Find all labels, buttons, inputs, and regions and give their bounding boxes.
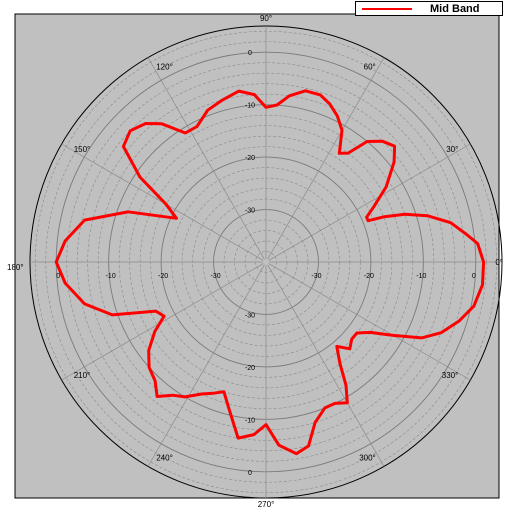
series-line-mid-band [54, 89, 486, 456]
angle-tick-label: 30° [446, 145, 458, 154]
radial-tick-label-bottom: -10 [245, 417, 255, 424]
grid-spoke [267, 264, 385, 467]
grid-spoke [268, 143, 471, 261]
radial-tick-label-right: 0 [472, 273, 476, 280]
radial-tick-label-right: -10 [416, 273, 426, 280]
grid-spoke [268, 263, 471, 381]
legend-swatch-mid-band [362, 7, 412, 10]
radial-tick-label-top: -30 [245, 208, 255, 215]
radial-tick-label-left: 0 [56, 273, 60, 280]
angle-tick-label: 0° [495, 258, 503, 267]
legend-label-mid-band: Mid Band [430, 2, 480, 15]
angle-tick-label: 300° [359, 453, 376, 462]
radial-tick-label-right: -30 [311, 273, 321, 280]
radial-tick-label-left: -30 [210, 273, 220, 280]
grid-spoke [147, 57, 265, 260]
radial-tick-label-bottom: -20 [245, 365, 255, 372]
grid-spoke [267, 57, 385, 260]
radial-tick-label-right: -20 [364, 273, 374, 280]
radial-tick-label-bottom: 0 [248, 470, 252, 477]
radial-tick-label-top: -20 [245, 155, 255, 162]
radial-tick-label-top: -10 [245, 103, 255, 110]
radial-tick-label-bottom: -30 [245, 312, 255, 319]
tick-labels: 0° 30° 60° 90° 120° 150° 180° 210° 240° 270° 300° 3… [7, 14, 503, 508]
radial-tick-label-top: 0 [248, 50, 252, 57]
series-layer [54, 89, 486, 456]
legend: Mid Band [355, 1, 503, 16]
angle-tick-label: 270° [258, 500, 275, 508]
radial-tick-label-left: -20 [158, 273, 168, 280]
radial-tick-label-left: -10 [106, 273, 116, 280]
angle-tick-label: 180° [7, 263, 24, 272]
polar-grid [29, 25, 503, 499]
angle-tick-label: 210° [74, 371, 91, 380]
angle-tick-label: 60° [364, 63, 376, 72]
grid-spoke [147, 264, 265, 467]
angle-tick-label: 120° [156, 63, 173, 72]
angle-tick-label: 90° [260, 14, 272, 23]
angle-tick-label: 330° [442, 371, 459, 380]
angle-tick-label: 150° [74, 145, 91, 154]
angle-tick-label: 240° [156, 453, 173, 462]
